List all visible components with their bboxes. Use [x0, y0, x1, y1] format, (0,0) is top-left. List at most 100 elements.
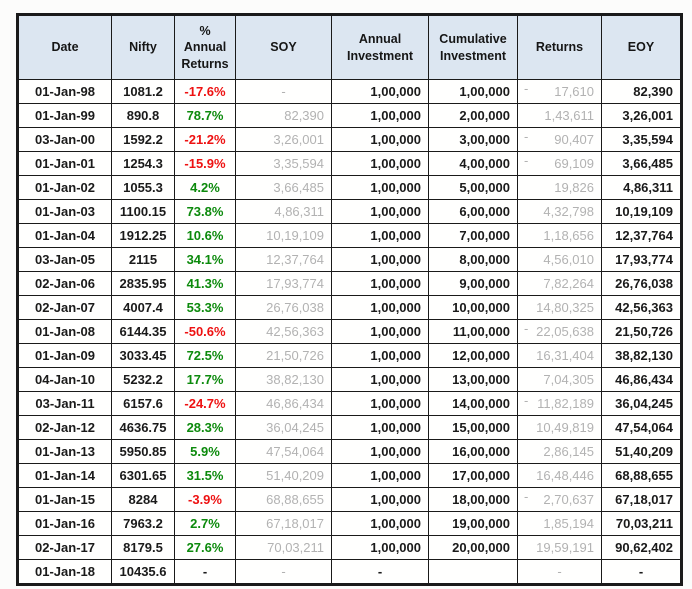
- cell-nifty: 6301.65: [111, 463, 175, 488]
- table-row: 01-Jan-99 890.8 78.7% 82,390 1,00,000 2,00,00…: [17, 103, 682, 128]
- cell-annual_investment: 1,00,000: [331, 415, 429, 440]
- cell-returns: 19,59,191: [517, 535, 602, 560]
- cell-eoy: 46,86,434: [601, 367, 682, 392]
- cell-returns: -: [517, 559, 602, 585]
- cell-soy: 68,88,655: [235, 487, 332, 512]
- cell-annual_investment: 1,00,000: [331, 463, 429, 488]
- cell-date: 03-Jan-11: [17, 391, 112, 416]
- cell-nifty: 1912.25: [111, 223, 175, 248]
- cell-eoy: 3,35,594: [601, 127, 682, 152]
- cell-soy: 36,04,245: [235, 415, 332, 440]
- cell-eoy: 3,66,485: [601, 151, 682, 176]
- table-row: 01-Jan-18 10435.6- - - - -: [17, 559, 682, 585]
- cell-annual_investment: 1,00,000: [331, 343, 429, 368]
- cell-eoy: 90,62,402: [601, 535, 682, 560]
- accounting-minus: -: [524, 321, 529, 336]
- cell-annual_investment: 1,00,000: [331, 271, 429, 296]
- table-row: 02-Jan-06 2835.95 41.3% 17,93,774 1,00,000 9,…: [17, 271, 682, 296]
- cell-cumulative_investment: 11,00,000: [428, 319, 518, 344]
- table-row: 01-Jan-13 5950.85 5.9% 47,54,064 1,00,000 16,…: [17, 439, 682, 464]
- header-row: Date Nifty% Annual Returns SOY Annual Inves…: [17, 14, 682, 80]
- cell-cumulative_investment: 6,00,000: [428, 199, 518, 224]
- cell-cumulative_investment: [428, 559, 518, 585]
- cell-date: 02-Jan-07: [17, 295, 112, 320]
- cell-annual_return_pct: 10.6%: [174, 223, 236, 248]
- table-row: 03-Jan-05 2115 34.1% 12,37,764 1,00,000 8,00,…: [17, 247, 682, 272]
- header-cell-eoy: EOY: [601, 14, 682, 80]
- cell-annual_investment: 1,00,000: [331, 391, 429, 416]
- cell-annual_investment: 1,00,000: [331, 487, 429, 512]
- cell-eoy: -: [601, 559, 682, 585]
- cell-cumulative_investment: 1,00,000: [428, 79, 518, 104]
- cell-nifty: 5232.2: [111, 367, 175, 392]
- cell-date: 02-Jan-06: [17, 271, 112, 296]
- cell-nifty: 2835.95: [111, 271, 175, 296]
- cell-nifty: 1081.2: [111, 79, 175, 104]
- cell-soy: -: [235, 79, 332, 104]
- cell-date: 01-Jan-98: [17, 79, 112, 104]
- cell-soy: 4,86,311: [235, 199, 332, 224]
- header-cell-date: Date: [17, 14, 112, 80]
- cell-annual_return_pct: -17.6%: [174, 79, 236, 104]
- cell-nifty: 1055.3: [111, 175, 175, 200]
- cell-cumulative_investment: 14,00,000: [428, 391, 518, 416]
- table-row: 01-Jan-09 3033.45 72.5% 21,50,726 1,00,000 12…: [17, 343, 682, 368]
- header-cell-nifty: Nifty: [111, 14, 175, 80]
- cell-date: 01-Jan-13: [17, 439, 112, 464]
- table-row: 01-Jan-04 1912.25 10.6% 10,19,109 1,00,000 7,…: [17, 223, 682, 248]
- cell-cumulative_investment: 3,00,000: [428, 127, 518, 152]
- cell-eoy: 47,54,064: [601, 415, 682, 440]
- cell-eoy: 38,82,130: [601, 343, 682, 368]
- cell-soy: 26,76,038: [235, 295, 332, 320]
- cell-returns: 1,18,656: [517, 223, 602, 248]
- cell-cumulative_investment: 13,00,000: [428, 367, 518, 392]
- cell-nifty: 6144.35: [111, 319, 175, 344]
- cell-annual_return_pct: 72.5%: [174, 343, 236, 368]
- cell-annual_investment: 1,00,000: [331, 223, 429, 248]
- header-cell-annual_investment: Annual Investment: [331, 14, 429, 80]
- cell-returns: -22,05,638: [517, 319, 602, 344]
- accounting-minus: -: [524, 489, 529, 504]
- cell-nifty: 8284: [111, 487, 175, 512]
- cell-annual_return_pct: -50.6%: [174, 319, 236, 344]
- cell-nifty: 10435.6: [111, 559, 175, 585]
- cell-annual_return_pct: 78.7%: [174, 103, 236, 128]
- cell-date: 01-Jan-09: [17, 343, 112, 368]
- cell-returns: 7,04,305: [517, 367, 602, 392]
- header-cell-soy: SOY: [235, 14, 332, 80]
- cell-soy: 47,54,064: [235, 439, 332, 464]
- cell-eoy: 51,40,209: [601, 439, 682, 464]
- cell-annual_return_pct: 4.2%: [174, 175, 236, 200]
- cell-eoy: 17,93,774: [601, 247, 682, 272]
- cell-eoy: 82,390: [601, 79, 682, 104]
- cell-annual_investment: 1,00,000: [331, 247, 429, 272]
- cell-cumulative_investment: 16,00,000: [428, 439, 518, 464]
- cell-soy: 38,82,130: [235, 367, 332, 392]
- cell-annual_return_pct: 41.3%: [174, 271, 236, 296]
- cell-nifty: 2115: [111, 247, 175, 272]
- cell-date: 01-Jan-99: [17, 103, 112, 128]
- cell-date: 01-Jan-04: [17, 223, 112, 248]
- cell-soy: 3,26,001: [235, 127, 332, 152]
- cell-eoy: 70,03,211: [601, 511, 682, 536]
- cell-returns: 1,85,194: [517, 511, 602, 536]
- cell-annual_return_pct: -21.2%: [174, 127, 236, 152]
- cell-annual_return_pct: 73.8%: [174, 199, 236, 224]
- table-row: 01-Jan-15 8284 -3.9% 68,88,655 1,00,000 18,00…: [17, 487, 682, 512]
- cell-annual_investment: 1,00,000: [331, 367, 429, 392]
- table-row: 01-Jan-02 1055.3 4.2% 3,66,485 1,00,000 5,00,…: [17, 175, 682, 200]
- cell-annual_return_pct: 34.1%: [174, 247, 236, 272]
- cell-date: 01-Jan-03: [17, 199, 112, 224]
- header-cell-annual_return_pct: % Annual Returns: [174, 14, 236, 80]
- cell-annual_investment: 1,00,000: [331, 127, 429, 152]
- cell-eoy: 10,19,109: [601, 199, 682, 224]
- cell-date: 01-Jan-08: [17, 319, 112, 344]
- cell-returns: 16,31,404: [517, 343, 602, 368]
- cell-returns: -90,407: [517, 127, 602, 152]
- cell-soy: 42,56,363: [235, 319, 332, 344]
- cell-soy: 82,390: [235, 103, 332, 128]
- table-row: 01-Jan-98 1081.2 -17.6% -1,00,000 1,00,000-1…: [17, 79, 682, 104]
- table-row: 01-Jan-14 6301.65 31.5% 51,40,209 1,00,000 17…: [17, 463, 682, 488]
- cell-date: 01-Jan-02: [17, 175, 112, 200]
- cell-date: 04-Jan-10: [17, 367, 112, 392]
